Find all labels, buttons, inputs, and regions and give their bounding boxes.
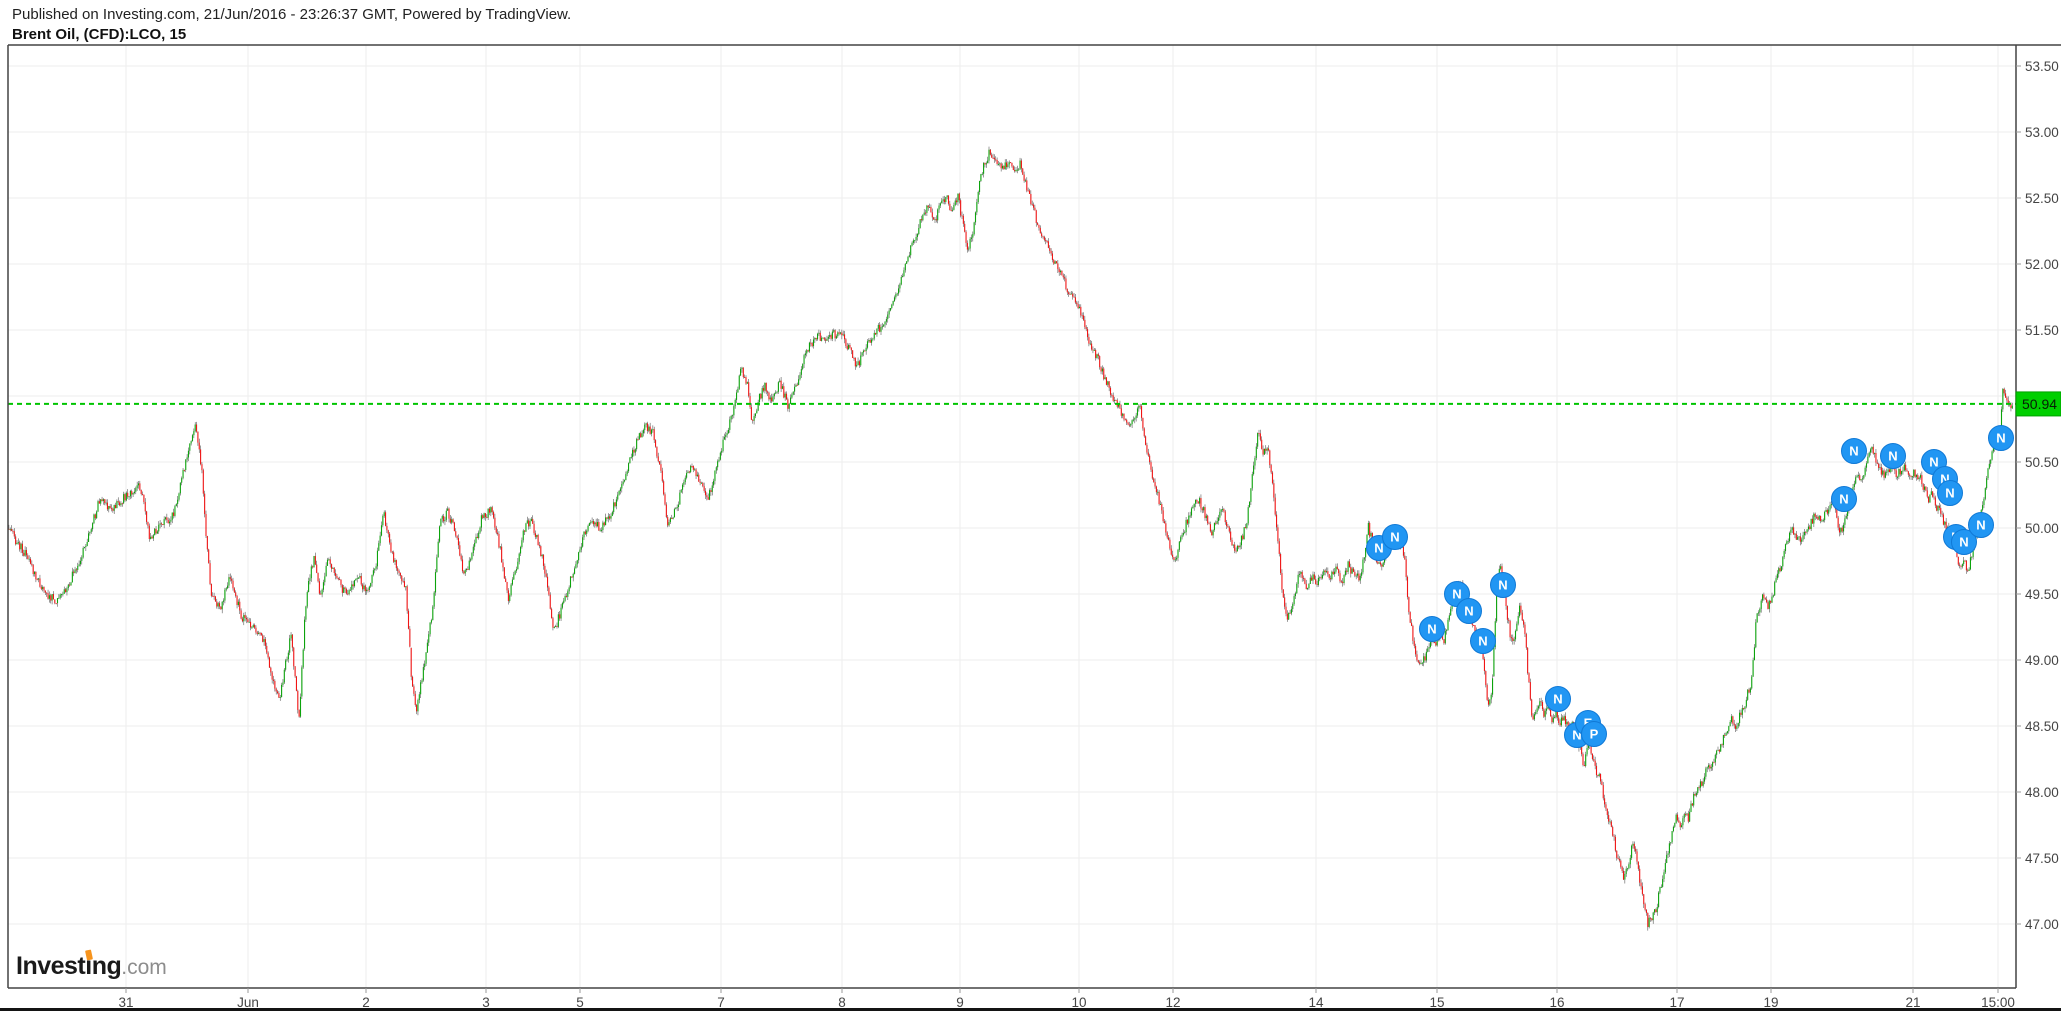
news-marker[interactable]: N bbox=[1937, 480, 1963, 506]
price-axis-label: 48.00 bbox=[2025, 785, 2059, 800]
news-marker[interactable]: N bbox=[1490, 572, 1516, 598]
news-marker[interactable]: N bbox=[1545, 686, 1571, 712]
price-axis-label: 49.00 bbox=[2025, 653, 2059, 668]
time-axis-label: 2 bbox=[362, 995, 370, 1010]
news-marker[interactable]: N bbox=[1951, 529, 1977, 555]
news-marker-letter: N bbox=[1553, 692, 1562, 707]
price-axis-label: 48.50 bbox=[2025, 719, 2059, 734]
bottom-border bbox=[0, 1008, 2061, 1011]
price-axis-label: 51.50 bbox=[2025, 323, 2059, 338]
price-axis-label: 52.00 bbox=[2025, 257, 2059, 272]
investing-logo-brand: Investing bbox=[16, 952, 122, 980]
chart-frame bbox=[7, 44, 2061, 989]
time-axis-label: 15 bbox=[1429, 995, 1444, 1010]
price-axis[interactable]: 53.5053.0052.5052.0051.5051.0050.5050.00… bbox=[2016, 59, 2059, 932]
price-axis-label: 53.50 bbox=[2025, 59, 2059, 74]
news-marker-letter: N bbox=[1929, 455, 1938, 470]
news-marker-letter: N bbox=[1839, 492, 1848, 507]
investing-logo: Investing.com bbox=[16, 949, 167, 986]
news-marker[interactable]: N bbox=[1968, 512, 1994, 538]
time-axis-label: Jun bbox=[237, 995, 259, 1010]
time-axis-label: 31 bbox=[118, 995, 133, 1010]
time-axis-label: 19 bbox=[1763, 995, 1778, 1010]
time-axis-label: 10 bbox=[1071, 995, 1086, 1010]
news-marker-letter: N bbox=[1498, 578, 1507, 593]
time-axis-label: 21 bbox=[1905, 995, 1920, 1010]
news-marker[interactable]: N bbox=[1831, 486, 1857, 512]
investing-logo-suffix: .com bbox=[121, 956, 167, 979]
price-axis-label: 47.00 bbox=[2025, 917, 2059, 932]
time-axis-label: 15:00 bbox=[1981, 995, 2015, 1010]
news-marker-letter: N bbox=[1888, 449, 1897, 464]
news-marker-letter: N bbox=[1374, 541, 1383, 556]
news-marker-letter: N bbox=[1452, 587, 1461, 602]
news-marker-letter: N bbox=[1996, 431, 2005, 446]
news-marker[interactable]: N bbox=[1419, 616, 1445, 642]
news-marker-letter: N bbox=[1572, 728, 1581, 743]
news-marker[interactable]: N bbox=[1456, 598, 1482, 624]
news-marker-letter: N bbox=[1849, 444, 1858, 459]
news-marker[interactable]: N bbox=[1841, 438, 1867, 464]
news-marker-letter: N bbox=[1464, 604, 1473, 619]
current-price-label: 50.94 bbox=[2015, 391, 2061, 417]
price-axis-label: 53.00 bbox=[2025, 125, 2059, 140]
chart-symbol-title: Brent Oil, (CFD):LCO, 15 bbox=[12, 26, 187, 43]
price-axis-label: 52.50 bbox=[2025, 191, 2059, 206]
news-marker-letter: N bbox=[1478, 634, 1487, 649]
time-axis-label: 8 bbox=[838, 995, 846, 1010]
price-axis-label: 47.50 bbox=[2025, 851, 2059, 866]
time-axis-label: 14 bbox=[1308, 995, 1324, 1010]
news-marker[interactable]: N bbox=[1382, 524, 1408, 550]
news-marker-letter: N bbox=[1976, 518, 1985, 533]
price-axis-label: 50.00 bbox=[2025, 521, 2059, 536]
news-marker[interactable]: N bbox=[1880, 443, 1906, 469]
news-marker-letter: N bbox=[1945, 486, 1954, 501]
price-axis-label: 50.50 bbox=[2025, 455, 2059, 470]
time-axis-label: 17 bbox=[1669, 995, 1684, 1010]
news-marker-letter: N bbox=[1427, 622, 1436, 637]
news-marker-letter: N bbox=[1390, 530, 1399, 545]
published-on-line: Published on Investing.com, 21/Jun/2016 … bbox=[12, 6, 572, 23]
candles-plot-area[interactable] bbox=[8, 146, 2013, 931]
price-axis-label: 49.50 bbox=[2025, 587, 2059, 602]
news-markers-layer[interactable]: NNNNNNNNNEPNNNNNNNNNN bbox=[1366, 425, 2014, 748]
time-axis-label: 5 bbox=[576, 995, 584, 1010]
news-marker-letter: P bbox=[1590, 727, 1599, 742]
chart-gridlines bbox=[8, 45, 2016, 988]
current-price-value: 50.94 bbox=[2022, 396, 2057, 412]
news-marker-letter: N bbox=[1940, 472, 1949, 487]
news-marker[interactable]: P bbox=[1581, 721, 1607, 747]
news-marker-letter: N bbox=[1959, 535, 1968, 550]
news-marker[interactable]: N bbox=[1988, 425, 2014, 451]
time-axis-label: 12 bbox=[1165, 995, 1180, 1010]
time-axis[interactable]: 31 Jun 2 3 5 7 8 9 10 12 14 15 16 17 19 21 15:00 bbox=[118, 988, 2015, 1010]
time-axis-label: 3 bbox=[482, 995, 490, 1010]
time-axis-label: 7 bbox=[717, 995, 725, 1010]
time-axis-label: 16 bbox=[1549, 995, 1564, 1010]
news-marker[interactable]: N bbox=[1470, 628, 1496, 654]
time-axis-label: 9 bbox=[956, 995, 964, 1010]
